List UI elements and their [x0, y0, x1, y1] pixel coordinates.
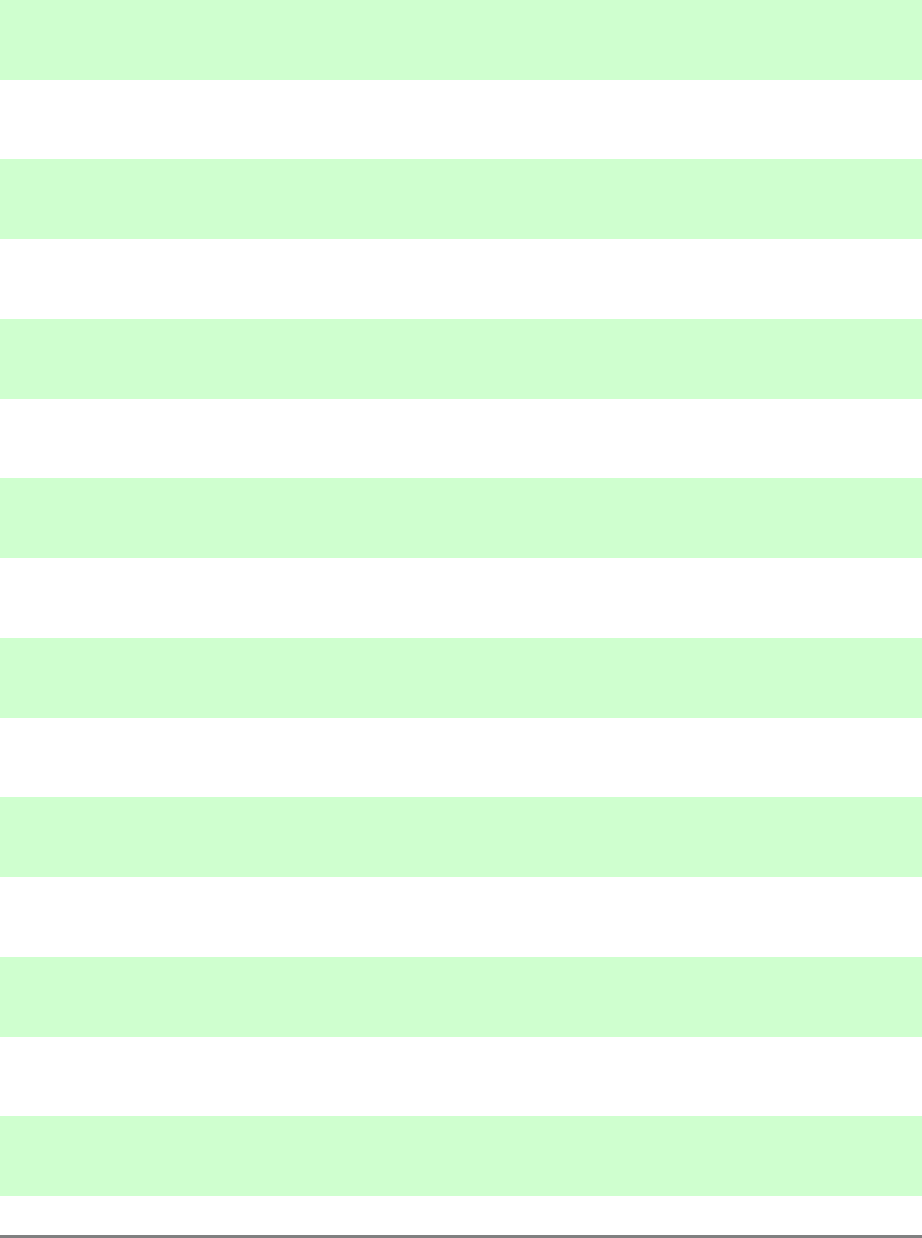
stripe-row [0, 0, 922, 80]
stripe-row [0, 478, 922, 559]
gap-row [0, 79, 922, 160]
gap-row [0, 239, 922, 319]
gap-row [0, 398, 922, 479]
stripe-row [0, 318, 922, 399]
stripe-row [0, 1116, 922, 1197]
gap-row [0, 558, 922, 638]
gap-row [0, 1036, 922, 1117]
striped-list [0, 0, 922, 1197]
gap-row [0, 717, 922, 798]
gap-row [0, 877, 922, 957]
stripe-row [0, 637, 922, 718]
stripe-row [0, 797, 922, 878]
bottom-divider [0, 1235, 922, 1238]
stripe-row [0, 956, 922, 1037]
stripe-row [0, 159, 922, 240]
